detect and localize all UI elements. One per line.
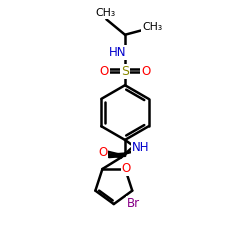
Text: O: O	[141, 65, 150, 78]
Text: HN: HN	[109, 46, 127, 59]
Text: CH₃: CH₃	[142, 22, 163, 32]
Text: O: O	[122, 162, 131, 175]
Text: Br: Br	[127, 197, 140, 210]
Text: O: O	[98, 146, 108, 159]
Text: S: S	[121, 65, 129, 78]
Text: NH: NH	[132, 141, 150, 154]
Text: O: O	[100, 65, 109, 78]
Text: CH₃: CH₃	[95, 8, 115, 18]
